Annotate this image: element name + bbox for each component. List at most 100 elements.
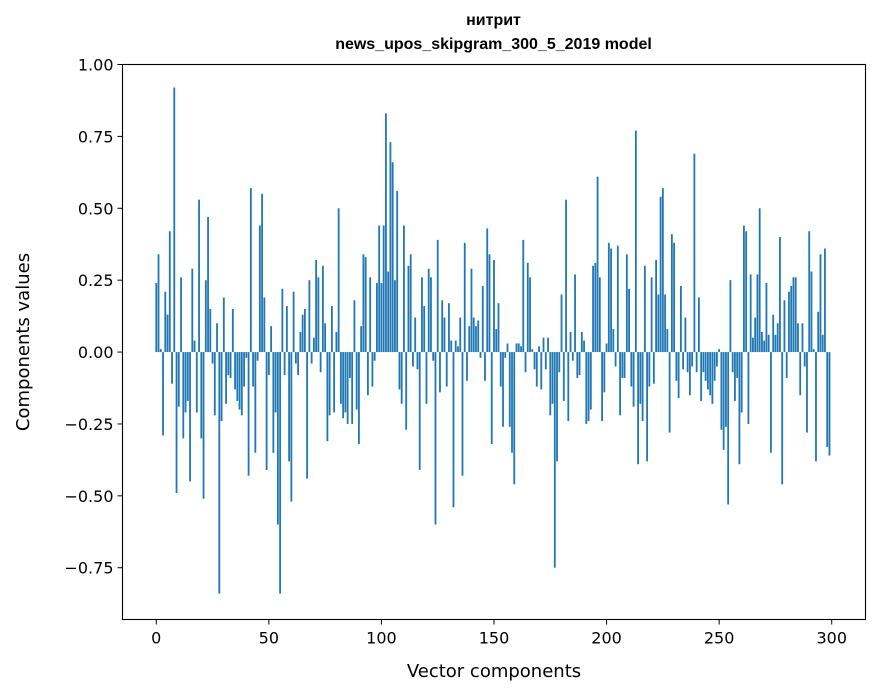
bar bbox=[533, 352, 536, 370]
x-tick-label: 150 bbox=[479, 629, 510, 648]
bar bbox=[317, 277, 320, 353]
bar bbox=[558, 352, 561, 373]
bar bbox=[182, 352, 185, 439]
bar bbox=[641, 352, 644, 422]
bar bbox=[434, 352, 437, 525]
bar bbox=[254, 352, 257, 453]
bar bbox=[407, 265, 410, 353]
bar bbox=[373, 352, 376, 361]
bar bbox=[743, 225, 745, 353]
y-tick-label: 0.25 bbox=[78, 271, 114, 290]
bar bbox=[725, 352, 727, 427]
bar bbox=[303, 308, 306, 353]
bar bbox=[186, 352, 189, 401]
bar bbox=[486, 228, 489, 353]
bar bbox=[513, 352, 516, 485]
bar bbox=[479, 352, 482, 358]
bar bbox=[700, 352, 703, 401]
bar bbox=[171, 352, 173, 384]
bar bbox=[697, 297, 700, 353]
bar bbox=[630, 352, 633, 387]
bar bbox=[330, 306, 333, 353]
bar bbox=[488, 254, 491, 353]
bar bbox=[173, 87, 176, 353]
bar bbox=[243, 352, 245, 387]
bar bbox=[495, 329, 498, 353]
bar bbox=[294, 352, 297, 364]
bar bbox=[734, 352, 736, 401]
bar bbox=[258, 225, 261, 353]
bar bbox=[328, 352, 331, 416]
bar bbox=[589, 352, 592, 410]
bar bbox=[499, 352, 502, 387]
bar bbox=[333, 352, 336, 413]
bar bbox=[547, 337, 549, 353]
bar bbox=[691, 352, 694, 367]
bar bbox=[231, 308, 234, 353]
y-tick-label: 0.75 bbox=[78, 127, 114, 146]
bar bbox=[785, 352, 788, 378]
bar bbox=[587, 352, 590, 422]
bar bbox=[355, 352, 358, 410]
bar bbox=[240, 352, 243, 416]
bar bbox=[826, 352, 829, 447]
chart-subtitle: news_upos_skipgram_300_5_2019 model bbox=[335, 36, 652, 53]
bar bbox=[218, 352, 221, 594]
bar bbox=[605, 343, 608, 353]
bar bbox=[571, 352, 574, 361]
bar bbox=[189, 352, 191, 482]
bar bbox=[646, 352, 648, 462]
bar bbox=[459, 317, 462, 353]
bar bbox=[439, 352, 441, 393]
bar bbox=[650, 277, 653, 353]
bar bbox=[315, 260, 318, 353]
bar bbox=[175, 352, 178, 493]
bar bbox=[623, 352, 626, 378]
bar bbox=[761, 331, 763, 353]
bar bbox=[517, 343, 520, 353]
bar bbox=[229, 352, 232, 378]
bar bbox=[673, 242, 676, 353]
bar bbox=[490, 352, 493, 445]
bar bbox=[301, 314, 304, 353]
bar bbox=[265, 352, 268, 470]
bar bbox=[306, 352, 309, 479]
bar bbox=[342, 352, 345, 419]
bar bbox=[290, 352, 293, 502]
bar bbox=[351, 352, 354, 424]
bar bbox=[812, 349, 815, 353]
bar bbox=[754, 317, 757, 353]
y-tick-label: 1.00 bbox=[78, 56, 114, 75]
bar bbox=[569, 331, 572, 353]
bar bbox=[526, 262, 529, 353]
bar bbox=[616, 245, 619, 353]
x-tick-label: 100 bbox=[366, 629, 397, 648]
bar bbox=[704, 352, 707, 381]
bar bbox=[385, 113, 387, 353]
bar bbox=[376, 283, 378, 353]
bar bbox=[180, 277, 182, 353]
bar bbox=[220, 352, 223, 422]
bar bbox=[686, 352, 689, 373]
bar bbox=[749, 274, 752, 353]
bar bbox=[472, 317, 475, 353]
bar bbox=[614, 352, 617, 367]
bar bbox=[461, 352, 464, 476]
y-tick-label: 0.00 bbox=[78, 343, 114, 362]
bar bbox=[648, 352, 651, 387]
bar bbox=[272, 352, 275, 453]
bar bbox=[267, 352, 270, 376]
bar bbox=[245, 352, 248, 358]
bar bbox=[661, 188, 664, 353]
bar bbox=[585, 352, 588, 424]
bar bbox=[682, 352, 685, 370]
y-tick-label: 0.50 bbox=[78, 199, 114, 218]
bar bbox=[628, 288, 630, 353]
bar bbox=[340, 352, 342, 404]
bar bbox=[713, 352, 716, 381]
bar bbox=[607, 242, 610, 353]
bar bbox=[436, 239, 439, 353]
bar bbox=[470, 268, 473, 353]
bar bbox=[576, 352, 579, 378]
